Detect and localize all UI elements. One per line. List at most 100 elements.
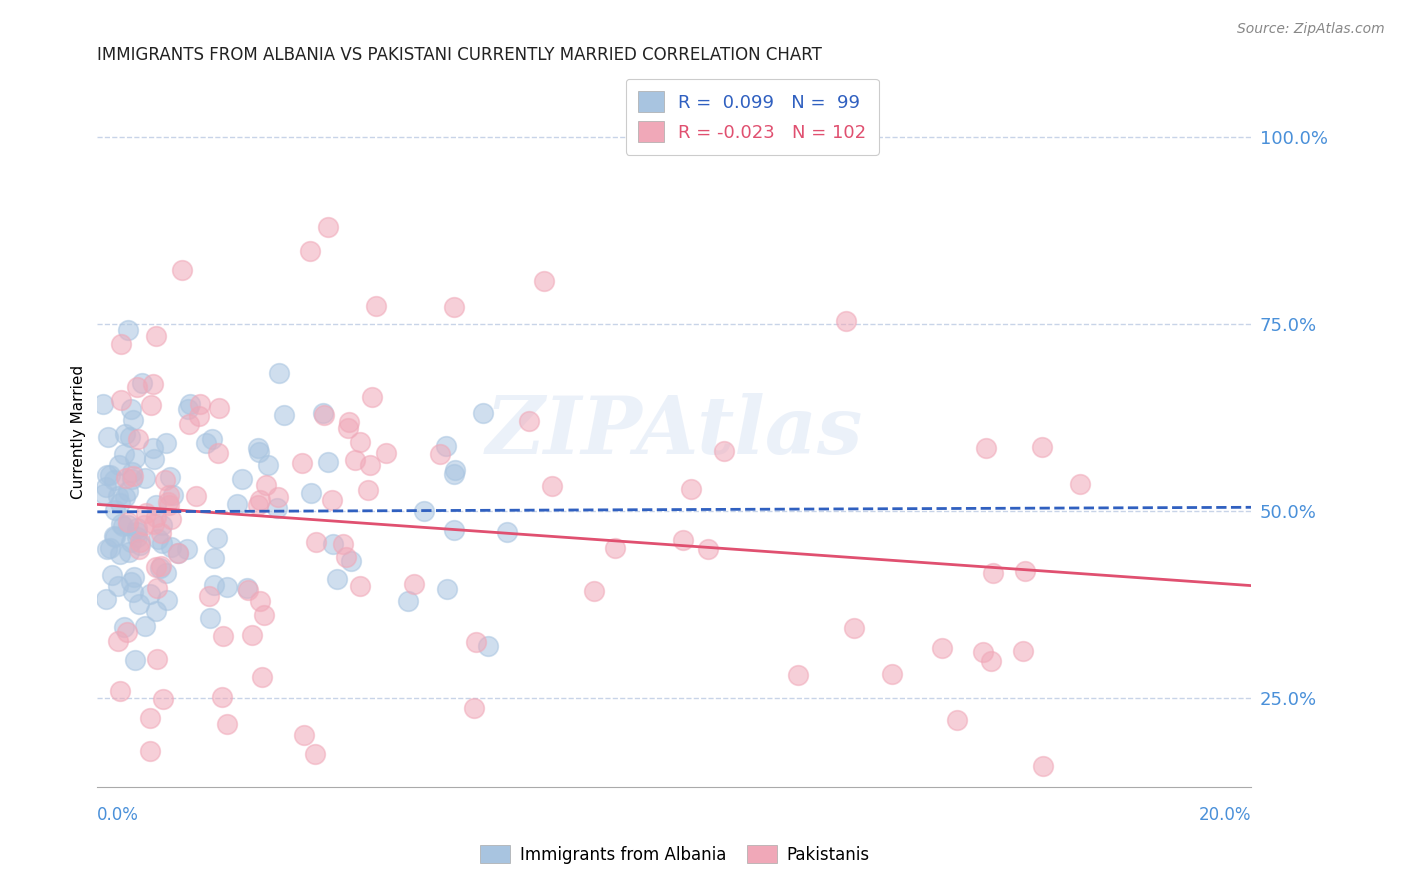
Point [145, 329, 167, 343]
Point [98, 468, 121, 483]
Point [361, 390, 384, 404]
Point [149, 561, 172, 575]
Point [117, 484, 139, 499]
Point [152, 536, 174, 550]
Point [150, 525, 173, 540]
Point [167, 546, 190, 560]
Point [155, 566, 177, 581]
Point [104, 530, 127, 544]
Point [1069, 477, 1091, 491]
Point [150, 559, 173, 574]
Point [249, 492, 271, 507]
Point [273, 408, 295, 422]
Point [146, 581, 169, 595]
Point [207, 446, 229, 460]
Point [142, 376, 165, 391]
Point [157, 488, 180, 502]
Point [337, 415, 360, 429]
Point [120, 535, 142, 549]
Point [254, 478, 277, 492]
Point [305, 535, 328, 549]
Point [145, 559, 167, 574]
Point [312, 406, 335, 420]
Point [142, 516, 165, 531]
Point [96, 480, 118, 494]
Text: Source: ZipAtlas.com: Source: ZipAtlas.com [1237, 22, 1385, 37]
Point [202, 551, 225, 566]
Point [96, 542, 118, 557]
Point [429, 446, 451, 460]
Point [121, 466, 143, 480]
Point [157, 498, 180, 512]
Point [101, 568, 124, 582]
Point [117, 322, 139, 336]
Point [143, 452, 166, 467]
Point [202, 578, 225, 592]
Point [103, 528, 125, 542]
Point [226, 497, 249, 511]
Point [321, 493, 343, 508]
Point [121, 472, 143, 486]
Point [121, 585, 143, 599]
Point [880, 667, 903, 681]
Point [240, 627, 263, 641]
Point [108, 547, 131, 561]
Point [131, 376, 153, 390]
Point [672, 533, 695, 548]
Point [205, 532, 228, 546]
Point [132, 517, 155, 532]
Point [316, 455, 339, 469]
Point [114, 427, 136, 442]
Point [128, 542, 150, 557]
Point [842, 621, 865, 635]
Point [231, 472, 253, 486]
Point [316, 219, 339, 234]
Point [981, 566, 1004, 580]
Point [118, 545, 141, 559]
Point [160, 512, 183, 526]
Point [247, 445, 270, 459]
Point [236, 582, 259, 596]
Point [170, 262, 193, 277]
Point [972, 645, 994, 659]
Point [974, 441, 997, 455]
Point [121, 468, 143, 483]
Point [1014, 565, 1036, 579]
Point [477, 639, 499, 653]
Point [326, 572, 349, 586]
Point [465, 635, 488, 649]
Point [114, 490, 136, 504]
Point [122, 413, 145, 427]
Point [444, 463, 467, 477]
Point [208, 401, 231, 415]
Point [217, 716, 239, 731]
Point [256, 458, 278, 472]
Point [167, 546, 190, 560]
Point [91, 397, 114, 411]
Point [980, 654, 1002, 668]
Point [139, 744, 162, 758]
Point [198, 589, 221, 603]
Point [188, 409, 211, 424]
Point [121, 401, 143, 416]
Point [138, 587, 160, 601]
Point [134, 471, 156, 485]
Point [336, 421, 359, 435]
Point [1031, 440, 1053, 454]
Point [211, 630, 233, 644]
Point [413, 504, 436, 518]
Point [250, 670, 273, 684]
Point [533, 274, 555, 288]
Point [117, 624, 139, 639]
Text: IMMIGRANTS FROM ALBANIA VS PAKISTANI CURRENTLY MARRIED CORRELATION CHART: IMMIGRANTS FROM ALBANIA VS PAKISTANI CUR… [97, 46, 823, 64]
Point [176, 541, 198, 556]
Point [314, 408, 336, 422]
Point [496, 525, 519, 540]
Point [267, 490, 290, 504]
Point [117, 517, 139, 532]
Point [349, 434, 371, 449]
Point [201, 433, 224, 447]
Point [124, 450, 146, 465]
Point [93, 487, 115, 501]
Point [340, 554, 363, 568]
